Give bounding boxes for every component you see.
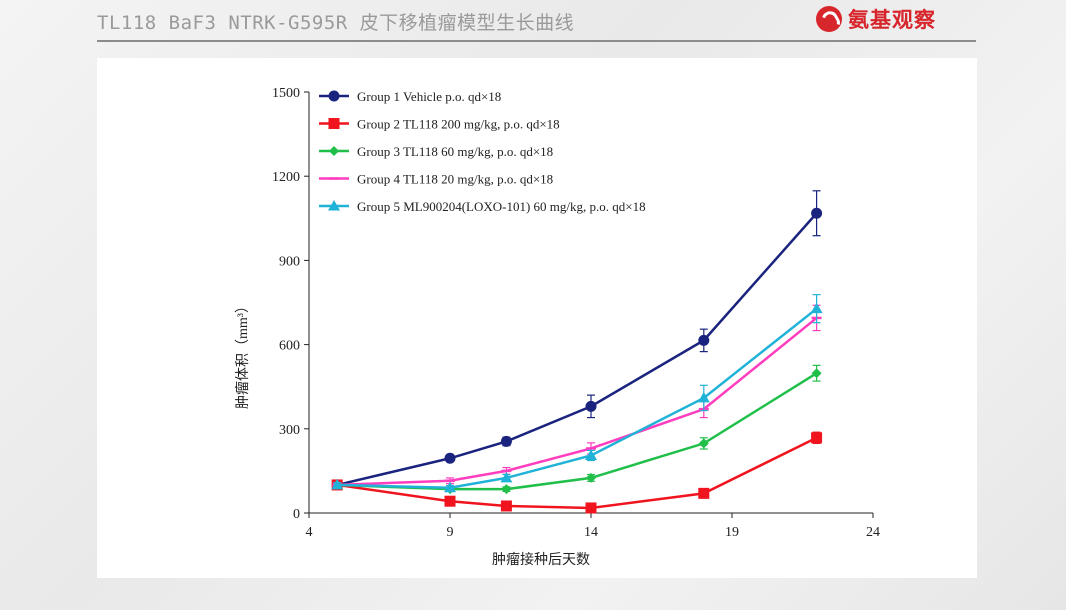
- legend-item-3: Group 3 TL118 60 mg/kg, p.o. qd×18: [319, 144, 553, 159]
- chart-legend: Group 1 Vehicle p.o. qd×18 Group 2 TL118 …: [319, 89, 646, 214]
- data-point: [811, 207, 823, 219]
- y-tick-label: 900: [279, 254, 300, 269]
- data-point: [810, 302, 823, 314]
- y-tick-label: 300: [279, 423, 300, 438]
- legend-label: Group 5 ML900204(LOXO-101) 60 mg/kg, p.o…: [357, 199, 646, 214]
- y-tick-label: 1200: [272, 170, 300, 185]
- data-point: [697, 391, 710, 403]
- data-point: [698, 334, 710, 346]
- legend-marker: [328, 200, 340, 211]
- legend-marker: [328, 118, 340, 129]
- series-3: [332, 364, 822, 495]
- series-line: [337, 372, 818, 491]
- data-point: [331, 478, 344, 490]
- x-tick-label: 14: [584, 525, 598, 540]
- legend-label: Group 2 TL118 200 mg/kg, p.o. qd×18: [357, 117, 560, 132]
- data-point: [500, 471, 513, 483]
- data-point: [698, 487, 710, 499]
- y-tick-label: 1500: [272, 86, 300, 101]
- data-point: [444, 481, 456, 493]
- y-axis-label: 肿瘤体积（mm³）: [234, 299, 251, 409]
- data-point: [811, 368, 822, 379]
- data-point: [444, 452, 456, 464]
- chart-panel: 0 300 600 900 1200 1500 4 9 14 19 24 Group 1 Vehic…: [97, 58, 977, 578]
- chart-axes: 0 300 600 900 1200 1500 4 9 14 19 24: [272, 86, 880, 540]
- slide-title: TL118 BaF3 NTRK-G595R 皮下移植瘤模型生长曲线: [97, 12, 575, 34]
- title-divider: [97, 40, 976, 42]
- series-1: [331, 190, 823, 491]
- legend-label: Group 3 TL118 60 mg/kg, p.o. qd×18: [357, 144, 553, 159]
- legend-marker: [328, 90, 340, 102]
- data-point: [586, 472, 596, 483]
- data-point: [811, 432, 823, 444]
- x-tick-label: 19: [725, 525, 739, 540]
- data-point: [585, 502, 597, 514]
- series-5: [331, 294, 823, 493]
- brand-name: 氨基观察: [848, 8, 936, 32]
- legend-item-1: Group 1 Vehicle p.o. qd×18: [319, 89, 501, 104]
- data-point: [500, 500, 512, 512]
- y-tick-label: 0: [293, 507, 300, 522]
- brand-logo-icon: [816, 6, 842, 32]
- legend-item-2: Group 2 TL118 200 mg/kg, p.o. qd×18: [319, 117, 560, 132]
- chart-series: [331, 190, 823, 514]
- data-point: [444, 495, 456, 507]
- x-tick-label: 9: [447, 525, 454, 540]
- series-2: [331, 431, 823, 514]
- data-point: [585, 449, 597, 460]
- series-line: [337, 316, 818, 487]
- legend-item-4: Group 4 TL118 20 mg/kg, p.o. qd×18: [319, 172, 553, 187]
- series-line: [337, 307, 818, 489]
- data-point: [698, 438, 709, 449]
- y-tick-label: 600: [279, 339, 300, 354]
- legend-label: Group 4 TL118 20 mg/kg, p.o. qd×18: [357, 172, 553, 187]
- data-point: [500, 435, 512, 447]
- x-tick-label: 4: [306, 525, 313, 540]
- brand: 氨基观察: [816, 4, 936, 34]
- legend-item-5: Group 5 ML900204(LOXO-101) 60 mg/kg, p.o…: [319, 199, 646, 214]
- tumor-growth-chart: 0 300 600 900 1200 1500 4 9 14 19 24 Group 1 Vehic…: [234, 86, 880, 568]
- series-line: [336, 212, 818, 487]
- data-point: [501, 484, 512, 495]
- x-axis-label: 肿瘤接种后天数: [492, 551, 590, 568]
- x-tick-label: 24: [866, 525, 880, 540]
- legend-label: Group 1 Vehicle p.o. qd×18: [357, 89, 501, 104]
- data-point: [585, 400, 597, 412]
- legend-marker: [329, 146, 339, 156]
- series-line: [337, 436, 818, 510]
